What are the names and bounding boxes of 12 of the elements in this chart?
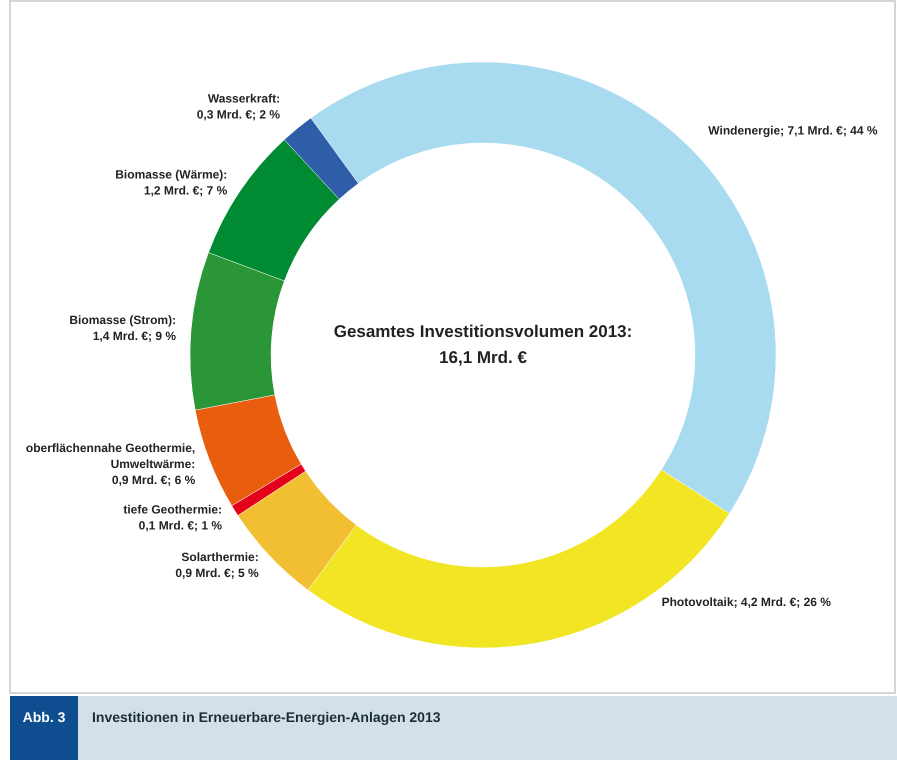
data-label: Solarthermie: 0,9 Mrd. €; 5 % (175, 550, 260, 580)
text: Investitionen in Erneuerbare-Energien-Anlagen 2013 (92, 709, 441, 725)
caption: Abb. 3 (22, 709, 66, 725)
data-label: Photovoltaik; 4,2 Mrd. €; 26 % (662, 595, 832, 610)
data-label: oberflächennahe Geothermie, Umweltwärme: 0,9 Mrd. €; 6 % (26, 441, 196, 488)
text: Gesamtes Investitionsvolumen 2013: (334, 322, 632, 341)
text: 16,1 Mrd. € (439, 348, 528, 367)
data-label: tiefe Geothermie: 0,1 Mrd. €; 1 % (123, 502, 222, 533)
data-label: Biomasse (Strom): 1,4 Mrd. €; 9 % (69, 313, 176, 344)
data-label: Wasserkraft: 0,3 Mrd. €; 2 % (196, 92, 280, 122)
data-label: Windenergie; 7,1 Mrd. €; 44 % (708, 123, 878, 138)
data-label: Biomasse (Wärme): 1,2 Mrd. €; 7 % (115, 167, 228, 198)
